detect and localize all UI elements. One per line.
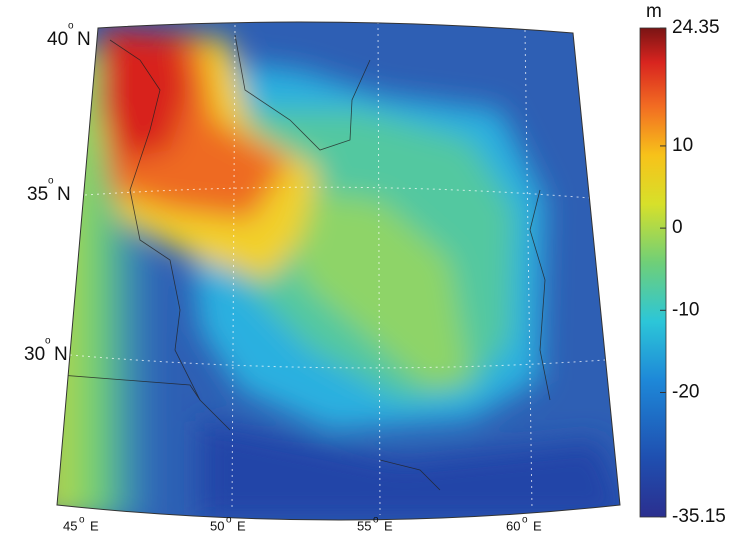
lon-hemisphere: E bbox=[90, 518, 99, 533]
colorbar-tick-label: 10 bbox=[672, 135, 693, 156]
lon-hemisphere: E bbox=[237, 518, 246, 533]
colorbar-tick-label: 0 bbox=[672, 217, 683, 238]
lon-degree: 60 bbox=[506, 518, 520, 533]
map-frame bbox=[56, 21, 621, 521]
colorbar-tick-label: -35.15 bbox=[672, 506, 726, 527]
map-field bbox=[57, 22, 620, 520]
graticule bbox=[69, 22, 606, 516]
lon-degree: 50 bbox=[210, 518, 224, 533]
degree-symbol: o bbox=[45, 336, 51, 347]
lon-hemisphere: E bbox=[384, 518, 393, 533]
degree-symbol: o bbox=[522, 515, 528, 526]
colorbar-tick-label: -20 bbox=[672, 382, 699, 403]
lon-degree: 55 bbox=[357, 518, 371, 533]
lat-degree: 40 bbox=[47, 29, 68, 50]
colorbar-tick-label: 24.35 bbox=[672, 17, 720, 38]
borders bbox=[59, 34, 551, 491]
degree-symbol: o bbox=[226, 515, 232, 526]
lat-degree: 35 bbox=[27, 184, 48, 205]
lon-degree: 45 bbox=[63, 518, 77, 533]
lon-hemisphere: E bbox=[533, 518, 542, 533]
degree-symbol: o bbox=[373, 515, 379, 526]
degree-symbol: o bbox=[68, 21, 74, 32]
degree-symbol: o bbox=[48, 176, 54, 187]
lat-hemisphere: N bbox=[77, 29, 91, 50]
lat-hemisphere: N bbox=[57, 184, 71, 205]
colorbar bbox=[639, 27, 667, 518]
colorbar-tick-label: -10 bbox=[672, 299, 699, 320]
degree-symbol: o bbox=[79, 515, 85, 526]
lat-hemisphere: N bbox=[54, 344, 68, 365]
colorbar-unit: m bbox=[646, 1, 662, 22]
lat-degree: 30 bbox=[24, 344, 45, 365]
